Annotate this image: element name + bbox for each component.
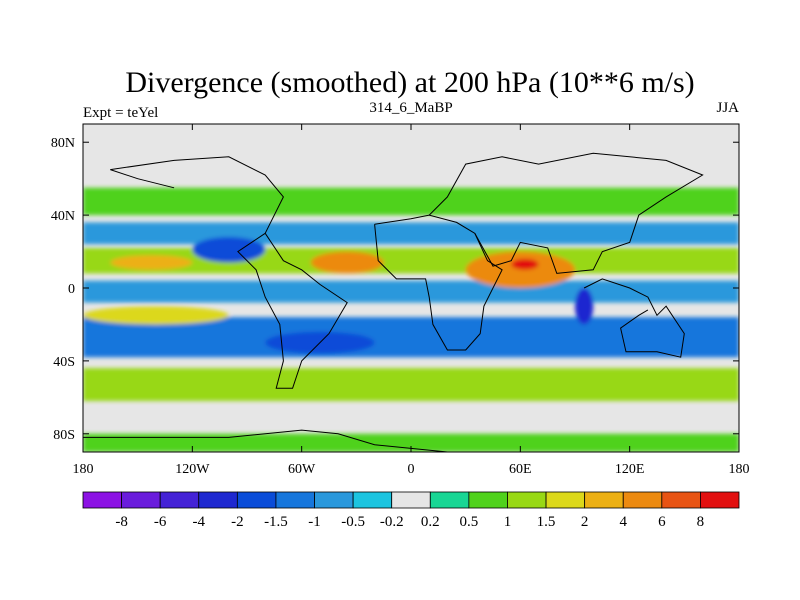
colorbar-label-0: -8 <box>115 514 128 530</box>
field-region-2 <box>83 280 739 303</box>
plot-area <box>82 123 740 453</box>
y-tick-label-2: 0 <box>68 282 75 297</box>
field-region-8 <box>465 251 575 288</box>
colorbar-label-4: -1.5 <box>264 514 288 530</box>
colorbar-label-12: 2 <box>581 514 589 530</box>
field-region-4 <box>83 222 739 245</box>
colorbar-swatch-10 <box>468 491 508 509</box>
x-tick-label-4: 60E <box>509 462 532 477</box>
longitude-axis: 180 120W 60W 0 60E 120E 180 <box>73 124 750 477</box>
colorbar-swatch-2 <box>159 491 200 509</box>
run-label: 314_6_MaBP <box>369 100 452 116</box>
coastline-2 <box>374 214 503 351</box>
colorbar-swatch-1 <box>121 491 161 509</box>
colorbar-label-7: -0.2 <box>380 514 404 530</box>
field-region-12 <box>192 236 266 263</box>
colorbar-swatch-6 <box>314 491 354 509</box>
x-tick-label-3: 0 <box>408 462 415 477</box>
x-tick-label-6: 180 <box>729 462 750 477</box>
y-tick-label-1: 40N <box>51 209 75 224</box>
field-region-5 <box>83 187 739 216</box>
colorbar-label-8: 0.2 <box>421 514 440 530</box>
latitude-axis: 80N 40N 0 40S 80S <box>51 136 739 443</box>
y-tick-label-3: 40S <box>53 355 75 370</box>
field-region-14 <box>83 433 739 452</box>
colorbar: -8 -6 -4 -2 -1.5 -1 -0.5 -0.2 0.2 0.5 1 1.5 2 4 6 8 <box>82 491 740 530</box>
field-region-0 <box>83 368 739 401</box>
colorbar-swatch-8 <box>391 491 431 509</box>
colorbar-swatch-11 <box>507 491 547 509</box>
colorbar-swatch-5 <box>275 491 315 509</box>
field-region-13 <box>83 306 229 325</box>
colorbar-swatch-4 <box>236 491 277 509</box>
colorbar-label-13: 4 <box>619 514 627 530</box>
field-region-7 <box>310 251 384 274</box>
colorbar-swatch-3 <box>198 491 238 509</box>
colorbar-label-1: -6 <box>154 514 167 530</box>
colorbar-label-15: 8 <box>697 514 705 530</box>
colorbar-swatch-14 <box>622 491 663 509</box>
x-tick-label-0: 180 <box>73 462 94 477</box>
field-region-6 <box>110 255 193 270</box>
colorbar-swatch-15 <box>661 491 701 509</box>
y-tick-label-4: 80S <box>53 428 75 443</box>
coastline-3 <box>428 152 704 274</box>
colorbar-label-6: -0.5 <box>341 514 365 530</box>
field-region-9 <box>511 258 539 270</box>
experiment-label: Expt = teYel <box>83 105 158 121</box>
season-label: JJA <box>716 100 739 116</box>
colorbar-label-14: 6 <box>658 514 666 530</box>
x-tick-label-1: 120W <box>175 462 210 477</box>
divergence-field <box>83 187 739 452</box>
coastline-5 <box>110 156 284 234</box>
x-tick-label-2: 60W <box>288 462 316 477</box>
coastline-4 <box>583 278 685 358</box>
colorbar-label-3: -2 <box>231 514 244 530</box>
chart-title: Divergence (smoothed) at 200 hPa (10**6 … <box>125 66 694 99</box>
x-tick-label-5: 120E <box>615 462 645 477</box>
colorbar-swatch-0 <box>82 491 122 509</box>
colorbar-swatch-9 <box>429 491 470 509</box>
coastline-outlines <box>83 152 704 452</box>
field-region-10 <box>575 288 594 325</box>
field-region-3 <box>83 247 739 274</box>
colorbar-swatch-16 <box>700 491 740 509</box>
field-region-1 <box>83 317 739 358</box>
colorbar-swatch-13 <box>584 491 624 509</box>
colorbar-swatch-7 <box>352 491 393 509</box>
colorbar-label-9: 0.5 <box>460 514 479 530</box>
colorbar-label-5: -1 <box>308 514 321 530</box>
coastline-1 <box>237 232 348 389</box>
colorbar-label-2: -4 <box>193 514 206 530</box>
colorbar-label-10: 1 <box>504 514 512 530</box>
colorbar-swatch-12 <box>545 491 586 509</box>
colorbar-label-11: 1.5 <box>537 514 556 530</box>
y-tick-label-0: 80N <box>51 136 75 151</box>
coastline-0 <box>83 429 448 452</box>
